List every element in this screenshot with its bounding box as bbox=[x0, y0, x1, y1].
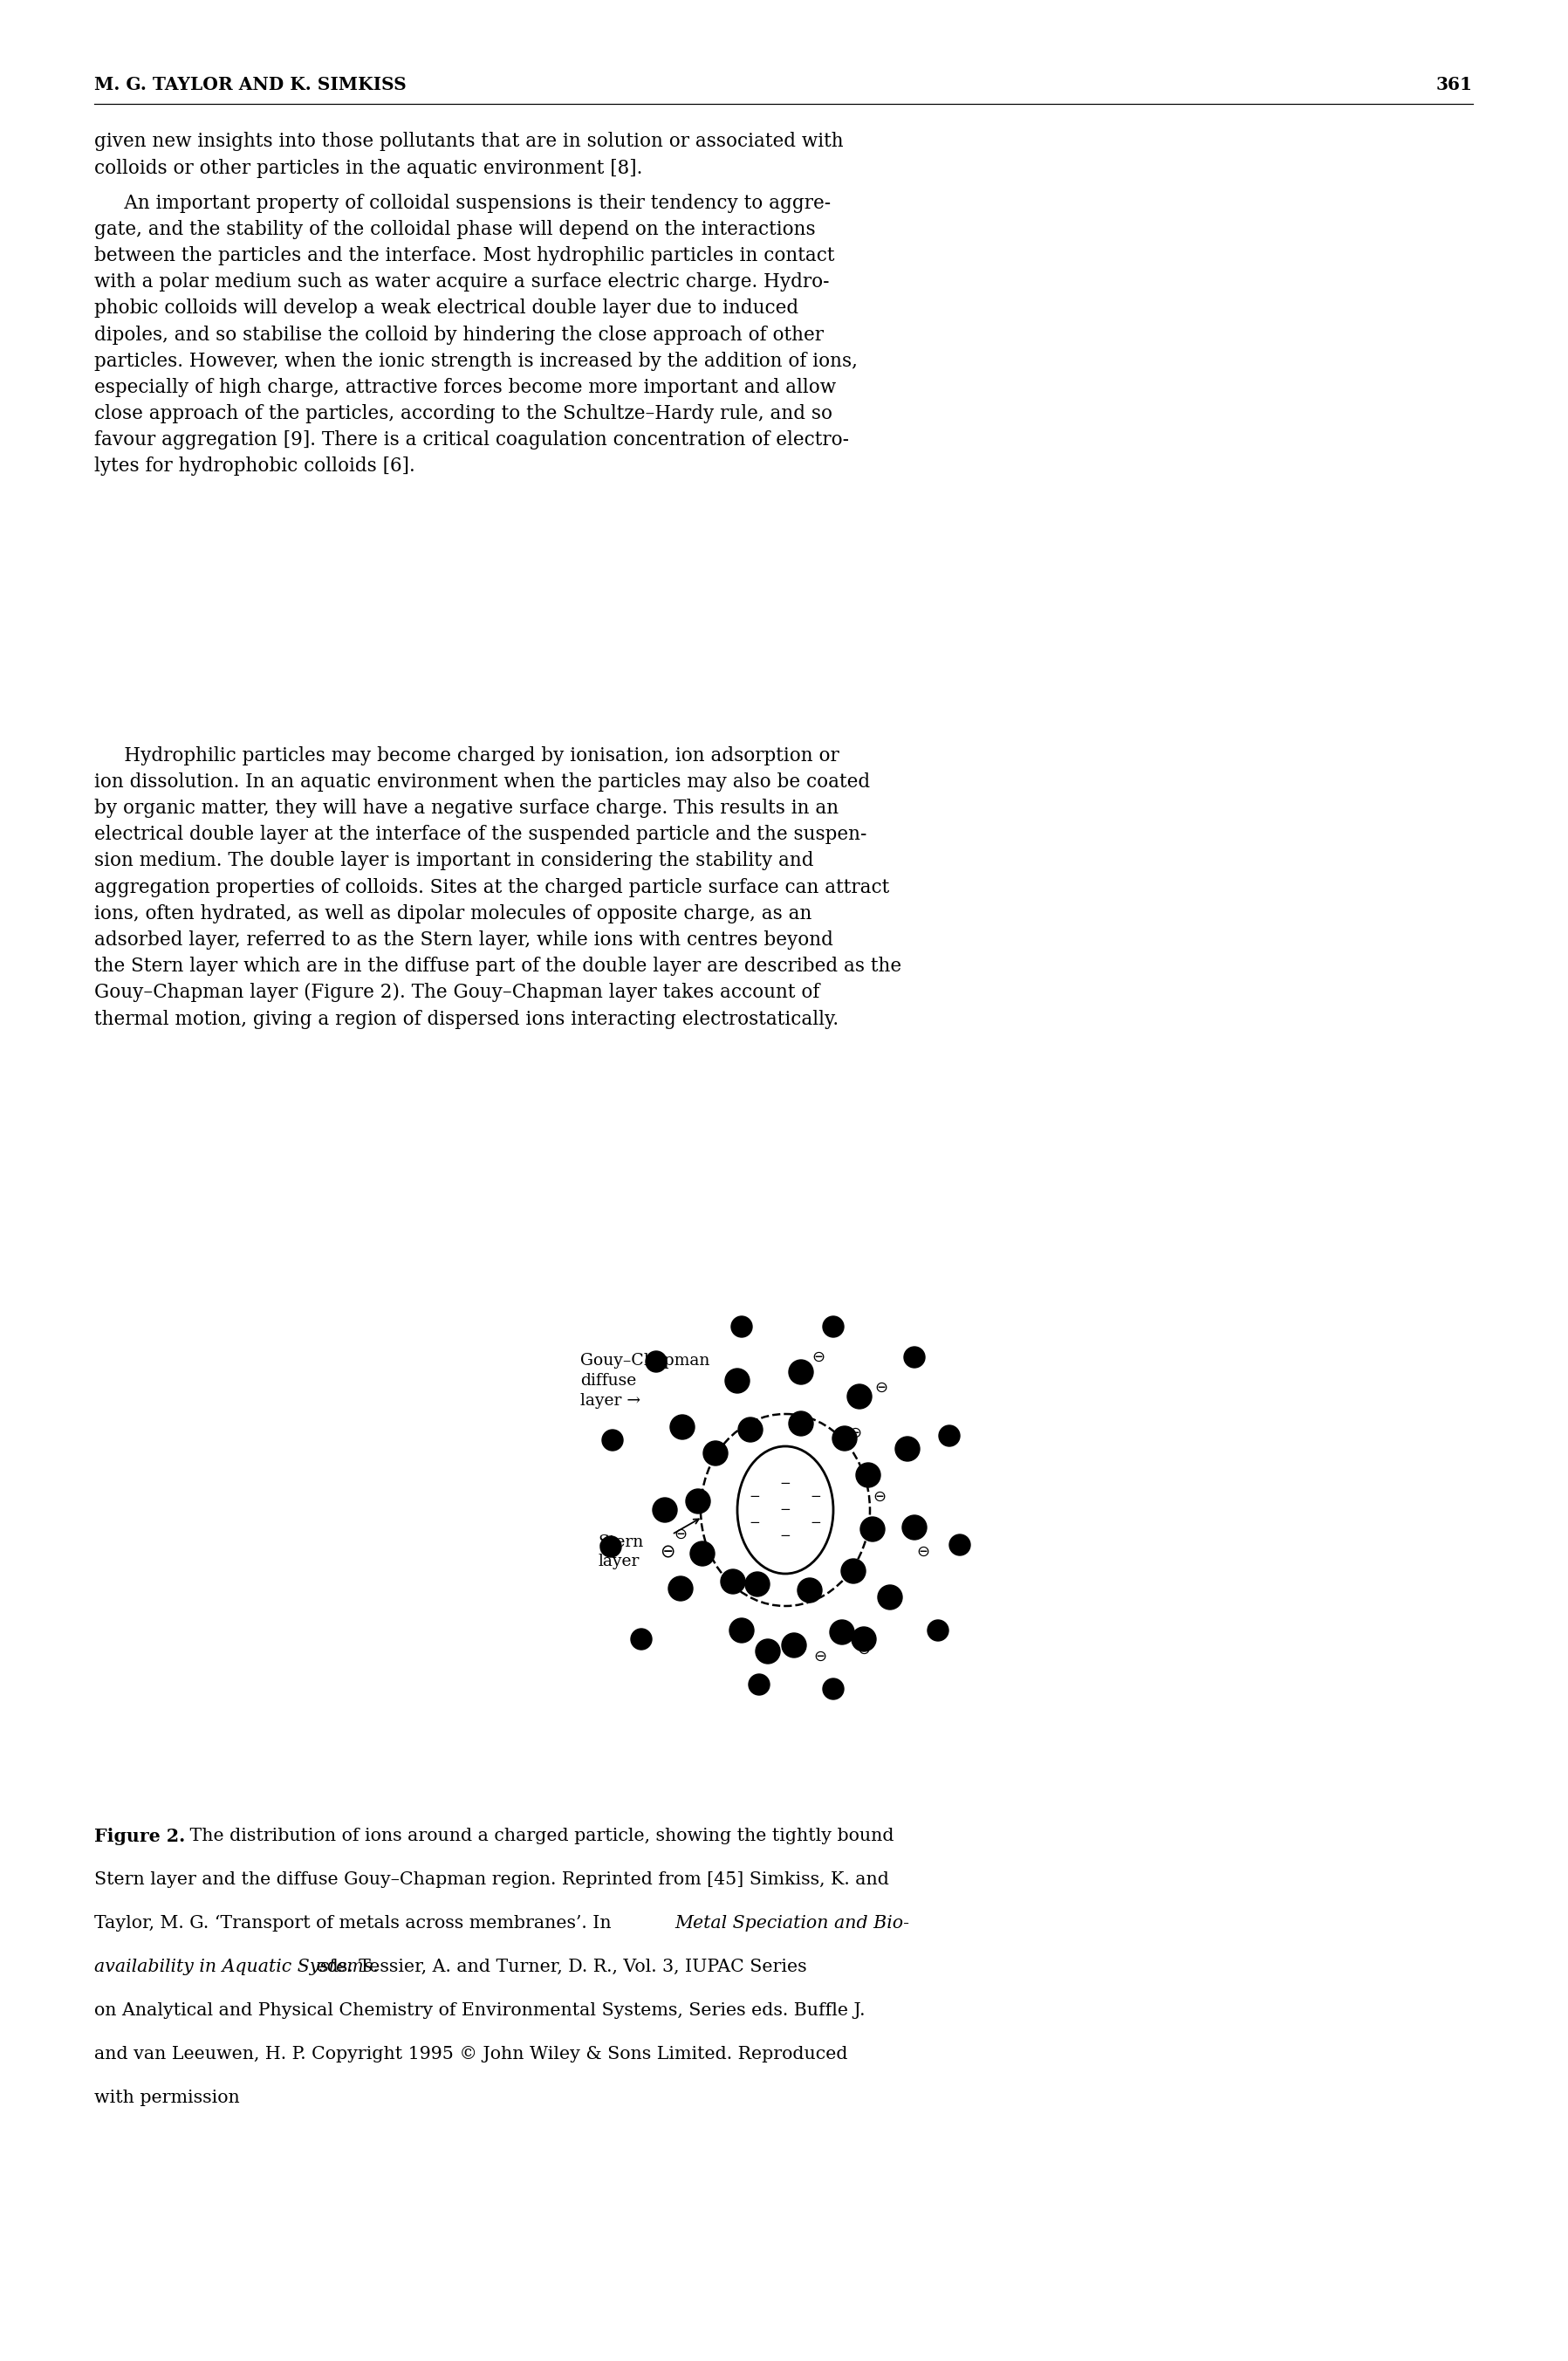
Circle shape bbox=[829, 1620, 855, 1643]
Circle shape bbox=[847, 1384, 872, 1410]
Text: −: − bbox=[750, 1518, 760, 1530]
Text: M. G. TAYLOR AND K. SIMKISS: M. G. TAYLOR AND K. SIMKISS bbox=[94, 76, 406, 92]
Text: ⊖: ⊖ bbox=[814, 1648, 826, 1665]
Circle shape bbox=[646, 1350, 666, 1372]
Text: and van Leeuwen, H. P. Copyright 1995 © John Wiley & Sons Limited. Reproduced: and van Leeuwen, H. P. Copyright 1995 © … bbox=[94, 2045, 848, 2064]
Text: −: − bbox=[811, 1518, 822, 1530]
Text: Gouy–Chapman
diffuse
layer →: Gouy–Chapman diffuse layer → bbox=[580, 1353, 710, 1410]
Circle shape bbox=[861, 1518, 884, 1542]
Circle shape bbox=[670, 1414, 695, 1440]
Circle shape bbox=[905, 1346, 925, 1367]
Circle shape bbox=[928, 1620, 949, 1641]
Circle shape bbox=[721, 1570, 745, 1594]
Text: eds. Tessier, A. and Turner, D. R., Vol. 3, IUPAC Series: eds. Tessier, A. and Turner, D. R., Vol.… bbox=[310, 1960, 808, 1976]
Text: with permission: with permission bbox=[94, 2089, 240, 2106]
Circle shape bbox=[690, 1542, 715, 1565]
Text: Figure 2.: Figure 2. bbox=[94, 1827, 185, 1844]
Circle shape bbox=[602, 1431, 622, 1450]
Text: on Analytical and Physical Chemistry of Environmental Systems, Series eds. Buffl: on Analytical and Physical Chemistry of … bbox=[94, 2002, 866, 2019]
Circle shape bbox=[748, 1674, 770, 1695]
Circle shape bbox=[685, 1490, 710, 1513]
Circle shape bbox=[833, 1426, 856, 1450]
Circle shape bbox=[840, 1558, 866, 1584]
Circle shape bbox=[652, 1497, 677, 1523]
Text: given new insights into those pollutants that are in solution or associated with: given new insights into those pollutants… bbox=[94, 132, 844, 177]
Circle shape bbox=[856, 1464, 880, 1487]
Circle shape bbox=[739, 1417, 762, 1443]
Circle shape bbox=[704, 1440, 728, 1466]
Text: ⊖: ⊖ bbox=[858, 1641, 870, 1657]
Circle shape bbox=[756, 1639, 779, 1665]
Ellipse shape bbox=[737, 1447, 833, 1575]
Text: −: − bbox=[750, 1490, 760, 1504]
Text: −: − bbox=[779, 1478, 790, 1490]
Text: ⊖: ⊖ bbox=[917, 1544, 930, 1561]
Text: ⊖: ⊖ bbox=[702, 1443, 715, 1459]
Text: ⊖: ⊖ bbox=[674, 1528, 687, 1542]
Circle shape bbox=[789, 1360, 814, 1384]
Circle shape bbox=[878, 1584, 902, 1610]
Text: Taylor, M. G. ‘Transport of metals across membranes’. In: Taylor, M. G. ‘Transport of metals acros… bbox=[94, 1915, 618, 1931]
Circle shape bbox=[895, 1438, 920, 1461]
Circle shape bbox=[729, 1617, 754, 1643]
Text: ⊖: ⊖ bbox=[875, 1379, 887, 1395]
Text: Metal Speciation and Bio-: Metal Speciation and Bio- bbox=[674, 1915, 909, 1931]
Text: ⊖: ⊖ bbox=[873, 1490, 886, 1504]
Circle shape bbox=[939, 1426, 960, 1447]
Text: Stern
layer: Stern layer bbox=[597, 1535, 643, 1570]
Circle shape bbox=[782, 1634, 806, 1657]
Circle shape bbox=[789, 1412, 814, 1435]
Circle shape bbox=[668, 1577, 693, 1601]
Text: The distribution of ions around a charged particle, showing the tightly bound: The distribution of ions around a charge… bbox=[172, 1827, 894, 1844]
Circle shape bbox=[745, 1572, 770, 1596]
Circle shape bbox=[724, 1369, 750, 1393]
Circle shape bbox=[601, 1537, 621, 1558]
Text: Hydrophilic particles may become charged by ionisation, ion adsorption or
ion di: Hydrophilic particles may become charged… bbox=[94, 746, 902, 1029]
Circle shape bbox=[731, 1315, 753, 1336]
Text: −: − bbox=[811, 1490, 822, 1504]
Text: ⊖: ⊖ bbox=[812, 1350, 825, 1365]
Text: 361: 361 bbox=[1436, 76, 1472, 92]
Text: ⊖: ⊖ bbox=[660, 1544, 676, 1561]
Text: −: − bbox=[779, 1530, 790, 1542]
Circle shape bbox=[823, 1315, 844, 1336]
Text: ⊖: ⊖ bbox=[848, 1426, 862, 1440]
Circle shape bbox=[949, 1535, 971, 1556]
Text: availability in Aquatic Systems.: availability in Aquatic Systems. bbox=[94, 1960, 378, 1976]
Circle shape bbox=[630, 1629, 652, 1650]
Text: Stern layer and the diffuse Gouy–Chapman region. Reprinted from [45] Simkiss, K.: Stern layer and the diffuse Gouy–Chapman… bbox=[94, 1870, 889, 1889]
Text: −: − bbox=[779, 1504, 790, 1516]
Circle shape bbox=[798, 1577, 822, 1603]
Circle shape bbox=[823, 1679, 844, 1700]
Text: An important property of colloidal suspensions is their tendency to aggre-
gate,: An important property of colloidal suspe… bbox=[94, 194, 858, 477]
Circle shape bbox=[851, 1627, 877, 1650]
Circle shape bbox=[902, 1516, 927, 1539]
